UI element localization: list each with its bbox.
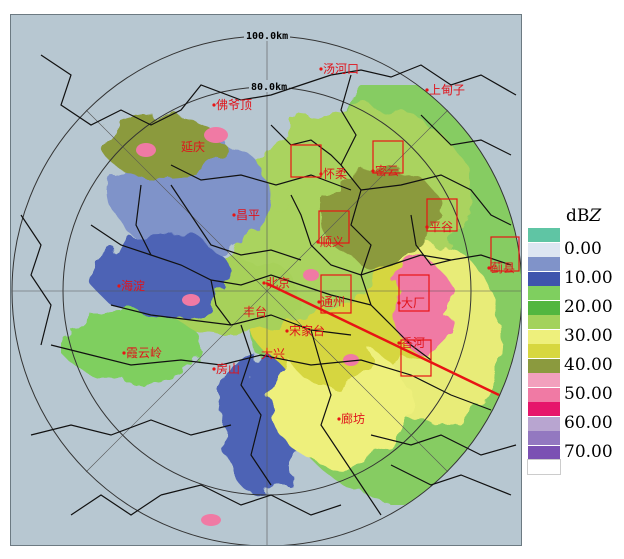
range-label-100km: 100.0km [246,31,288,42]
reflectivity-field [61,85,521,526]
county-boundaries [20,54,517,516]
place-label: 宋家台 [289,323,325,338]
place-label: 大厂 [401,296,425,310]
legend-swatch [528,315,560,329]
place-labels: 汤河口 上甸子 佛爷顶 延庆 怀柔 密云 顺义 平谷 昌平 蓟县 海淀 北京 通… [121,62,515,426]
legend-label: 60.00 [564,412,613,433]
legend-swatch [528,387,560,402]
place-label: 丰台 [243,304,267,319]
cross-section-line [265,281,500,397]
radar-map-panel: 100.0km 80.0km [10,14,522,546]
legend-swatch [528,329,560,344]
place-label: 北京 [266,276,290,290]
place-label: 上甸子 [429,83,465,97]
place-label: 蓟县 [491,261,515,275]
place-label: 怀柔 [323,167,347,181]
legend-swatch [528,228,560,242]
place-label: 香河 [401,336,425,350]
place-label: 顺义 [320,235,344,249]
place-label: 朝阳 [259,273,283,287]
place-label: 汤河口 [323,62,359,76]
legend-swatch [528,286,560,300]
place-label: 平谷 [429,220,453,234]
legend-label: 0.00 [564,238,602,259]
legend-swatch [528,257,560,271]
legend-label: 20.00 [564,296,613,317]
legend-swatch [528,431,560,445]
station-boxes [290,140,520,377]
legend-swatch [528,373,560,387]
legend-swatch [528,344,560,358]
range-label-80km: 80.0km [251,82,287,93]
legend-swatch [528,271,560,286]
legend-swatch [528,402,560,416]
radar-map: 100.0km 80.0km [11,29,521,545]
legend-label: 30.00 [564,325,613,346]
place-label: 通州 [321,295,345,309]
legend-swatch [528,416,560,431]
legend-swatch [527,459,561,475]
place-label: 昌平 [236,208,260,222]
legend-label: 40.00 [564,354,613,375]
legend-swatch [528,445,560,460]
place-label: 廊坊 [341,411,365,426]
legend-swatch [528,358,560,373]
place-markers [117,67,491,421]
legend-title: dBZ [566,206,602,226]
place-label: 房山 [216,361,240,376]
legend-label: 50.00 [564,383,613,404]
place-label: 大兴 [261,347,285,361]
place-label: 密云 [375,163,399,178]
place-label: 霞云岭 [126,346,162,360]
legend-swatch [528,300,560,315]
legend-swatch [528,242,560,257]
place-label: 佛爷顶 [216,98,252,112]
place-label: 延庆 [181,140,205,154]
legend-label: 10.00 [564,267,613,288]
place-label: 海淀 [121,278,145,293]
legend-label: 70.00 [564,441,613,462]
